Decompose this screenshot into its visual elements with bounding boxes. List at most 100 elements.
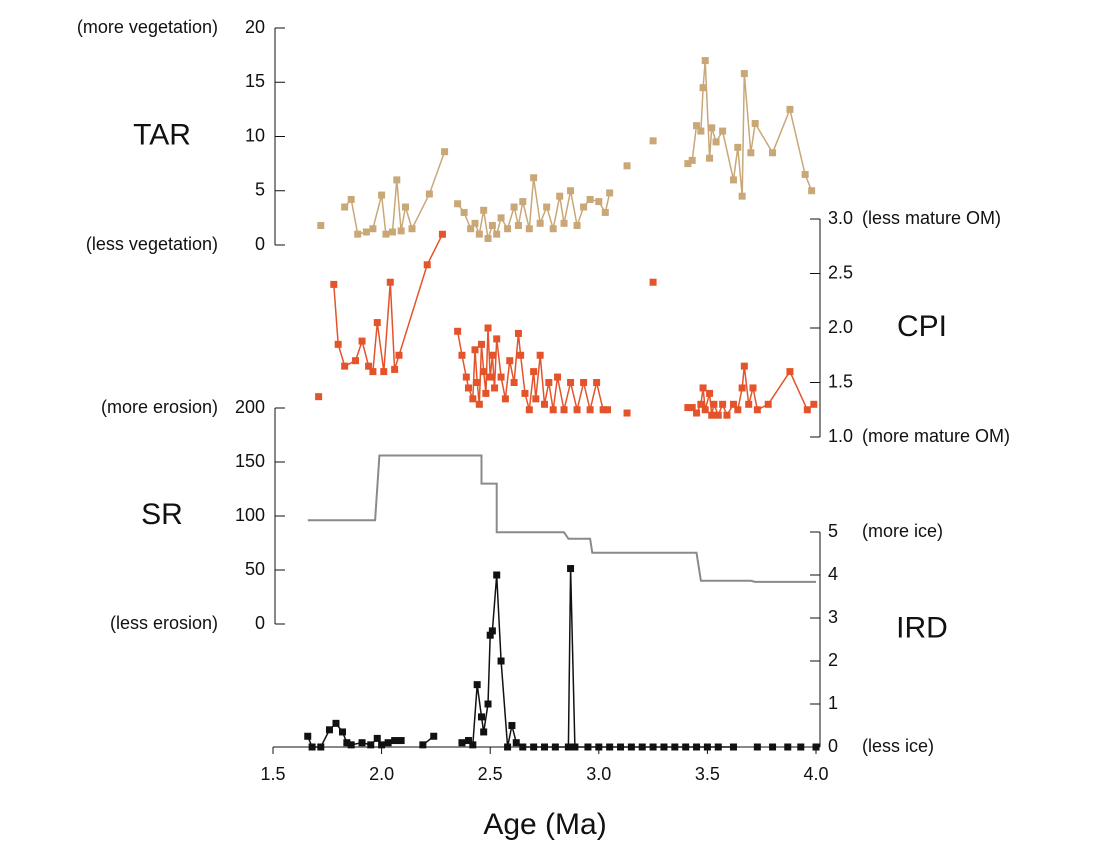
data-point <box>467 225 475 233</box>
data-point <box>419 741 427 749</box>
y-tick-label: 15 <box>245 71 265 91</box>
data-point <box>684 160 692 168</box>
data-point <box>699 384 707 392</box>
y-tick-label: 2 <box>828 650 838 670</box>
data-point <box>764 400 772 408</box>
data-point <box>334 340 342 348</box>
data-point <box>397 227 405 235</box>
data-point <box>729 743 737 751</box>
data-point <box>488 221 496 229</box>
data-point <box>682 743 690 751</box>
data-point <box>488 351 496 359</box>
data-point <box>525 225 533 233</box>
data-point <box>460 208 468 216</box>
data-point <box>719 127 727 135</box>
data-point <box>554 373 562 381</box>
data-point <box>430 732 438 740</box>
data-point <box>315 393 323 401</box>
data-point <box>521 389 529 397</box>
data-point <box>343 739 351 747</box>
data-point <box>697 400 705 408</box>
data-point <box>339 728 347 736</box>
data-point <box>510 203 518 211</box>
y-tick-label: 10 <box>245 125 265 145</box>
data-point <box>593 379 601 386</box>
data-point <box>454 327 462 335</box>
data-point <box>573 406 581 414</box>
data-point <box>475 230 483 238</box>
data-point <box>595 743 603 751</box>
data-point <box>330 280 338 288</box>
data-point <box>623 162 631 170</box>
data-point <box>599 406 607 414</box>
data-point <box>740 362 748 370</box>
data-point <box>471 346 479 354</box>
data-point <box>391 365 399 373</box>
data-point <box>347 741 355 749</box>
data-point <box>525 406 533 414</box>
y-tick-label: 5 <box>255 180 265 200</box>
data-point <box>475 400 483 408</box>
data-point <box>369 368 377 376</box>
data-point <box>595 198 603 206</box>
data-point <box>373 734 381 742</box>
data-point <box>458 739 466 747</box>
data-point <box>397 737 405 745</box>
data-point <box>688 404 696 412</box>
axis-note: (more vegetation) <box>77 17 218 37</box>
data-point <box>365 362 373 370</box>
y-tick-label: 3.0 <box>828 208 853 228</box>
data-point <box>408 225 416 233</box>
data-point <box>786 105 794 113</box>
data-point <box>671 743 679 751</box>
data-point <box>508 722 516 729</box>
data-point <box>358 739 366 747</box>
series-label: SR <box>141 498 183 531</box>
data-point <box>471 219 479 227</box>
y-tick-label: 1.5 <box>828 371 853 391</box>
data-point <box>425 190 433 198</box>
series-label: IRD <box>896 611 948 644</box>
data-point <box>706 389 714 397</box>
data-point <box>369 225 377 233</box>
data-point <box>606 189 614 197</box>
data-point <box>745 400 753 408</box>
data-point <box>469 741 477 749</box>
y-tick-label: 20 <box>245 17 265 37</box>
axis-note: (more erosion) <box>101 397 218 417</box>
data-point <box>649 137 657 145</box>
data-point <box>747 149 755 157</box>
data-point <box>701 57 709 65</box>
data-point <box>584 743 592 751</box>
data-point <box>486 631 494 639</box>
y-tick-label: 1.0 <box>828 426 853 446</box>
data-point <box>462 373 470 381</box>
data-point <box>464 384 472 392</box>
data-point <box>714 743 722 751</box>
data-point <box>753 743 761 751</box>
series-line <box>307 454 816 583</box>
data-point <box>543 203 551 211</box>
data-point <box>382 230 390 238</box>
data-point <box>493 335 501 343</box>
x-axis-title: Age (Ma) <box>483 808 606 841</box>
data-point <box>458 351 466 359</box>
x-tick-label: 3.0 <box>586 764 611 784</box>
data-point <box>649 743 657 751</box>
data-point <box>473 681 481 689</box>
data-point <box>532 395 540 403</box>
data-point <box>701 406 709 414</box>
data-point <box>401 203 409 211</box>
data-point <box>549 406 557 414</box>
data-point <box>332 719 340 727</box>
data-point <box>719 400 727 408</box>
data-point <box>493 230 501 238</box>
y-tick-label: 100 <box>235 505 265 525</box>
data-point <box>386 278 394 286</box>
data-point <box>373 319 381 327</box>
data-point <box>541 743 548 751</box>
data-point <box>497 373 505 381</box>
data-point <box>729 400 737 408</box>
data-point <box>441 148 449 156</box>
data-point <box>545 379 553 386</box>
